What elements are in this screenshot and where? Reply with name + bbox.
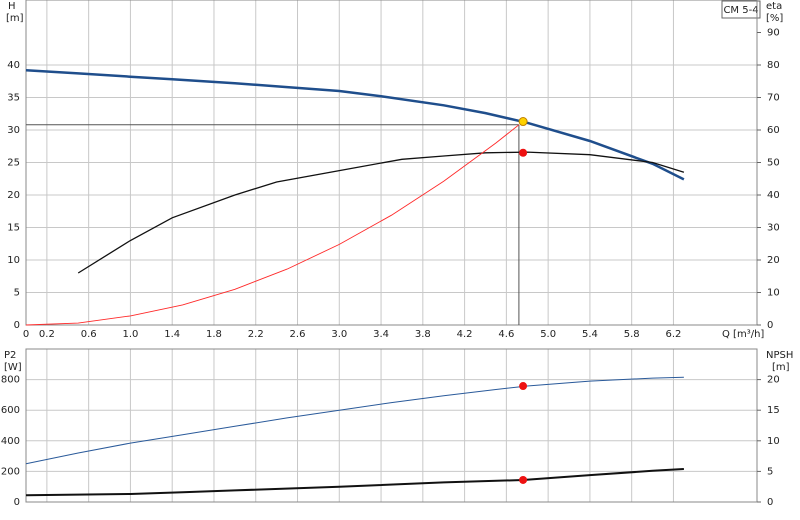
- y2-tick-label: 40: [767, 190, 780, 201]
- y-tick-label: 400: [1, 436, 20, 447]
- y2-tick-label: 10: [767, 288, 780, 299]
- plot-frame: [25, 348, 758, 503]
- x-tick-label: 2.6: [290, 329, 306, 340]
- x-tick-label: 5.4: [582, 329, 598, 340]
- x-tick-label: 0.2: [39, 329, 55, 340]
- y2-tick-label: 50: [767, 158, 780, 169]
- model-box: [721, 0, 761, 19]
- duty-point: [518, 117, 528, 127]
- y-tick-label: 5: [14, 288, 20, 299]
- y2-tick-label: 20: [767, 375, 780, 386]
- x-tick-label: 1.0: [122, 329, 138, 340]
- y-tick-label: 0: [14, 320, 20, 331]
- y2-label: NPSH: [766, 350, 793, 361]
- duty-point: [519, 148, 528, 157]
- y-tick-label: 800: [1, 375, 20, 386]
- y-tick-label: 600: [1, 405, 20, 416]
- x-tick-label: 0: [23, 329, 29, 340]
- x-tick-label: 5.0: [540, 329, 556, 340]
- y-tick-label: 0: [14, 497, 20, 508]
- y2-tick-label: 70: [767, 93, 780, 104]
- duty-point: [519, 382, 528, 391]
- y-tick-label: 35: [7, 93, 20, 104]
- y2-tick-label: 15: [767, 405, 780, 416]
- x-tick-label: 1.8: [206, 329, 222, 340]
- x-tick-label: 6.2: [666, 329, 682, 340]
- y2-tick-label: 0: [767, 320, 773, 331]
- curve: [25, 468, 684, 497]
- y-label: P2: [4, 350, 16, 361]
- y-tick-label: 10: [7, 255, 20, 266]
- y-label: H: [8, 1, 16, 12]
- x-tick-label: 1.4: [164, 329, 180, 340]
- y2-tick-label: 10: [767, 436, 780, 447]
- y-tick-label: 25: [7, 158, 20, 169]
- y2-unit: [%]: [766, 13, 783, 24]
- curve: [25, 376, 684, 465]
- x-tick-label: 3.4: [373, 329, 389, 340]
- x-tick-label: 3.0: [331, 329, 347, 340]
- x-tick-label: 0.6: [81, 329, 97, 340]
- y-tick-label: 200: [1, 466, 20, 477]
- y2-tick-label: 60: [767, 125, 780, 136]
- x-tick-label: 3.8: [415, 329, 431, 340]
- x-tick-label: 2.2: [248, 329, 264, 340]
- y2-tick-label: 0: [767, 497, 773, 508]
- duty-point: [519, 475, 528, 484]
- y-unit: [W]: [4, 362, 22, 373]
- y2-unit: [m]: [772, 362, 790, 373]
- x-tick-label: 5.8: [624, 329, 640, 340]
- y2-label: eta: [766, 1, 782, 12]
- model-label: CM 5-4: [723, 5, 758, 16]
- y-unit: [m]: [6, 13, 24, 24]
- curve: [25, 68, 685, 181]
- y2-tick-label: 80: [767, 60, 780, 71]
- y2-tick-label: 90: [767, 28, 780, 39]
- y2-tick-label: 20: [767, 255, 780, 266]
- x-tick-label: 4.6: [498, 329, 514, 340]
- y-tick-label: 15: [7, 223, 20, 234]
- x-label: Q [m³/h]: [722, 329, 764, 340]
- y-tick-label: 30: [7, 125, 20, 136]
- y-tick-label: 40: [7, 60, 20, 71]
- x-tick-label: 4.2: [457, 329, 473, 340]
- curve: [25, 124, 520, 326]
- y-tick-label: 20: [7, 190, 20, 201]
- y2-tick-label: 5: [767, 466, 773, 477]
- curve: [77, 151, 685, 274]
- y2-tick-label: 30: [767, 223, 780, 234]
